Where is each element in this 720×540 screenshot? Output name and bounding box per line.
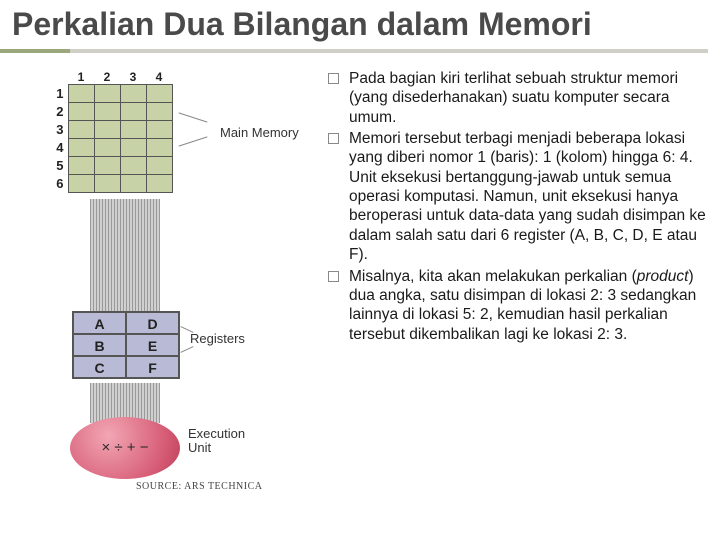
mem-row-6: 6 (52, 175, 68, 193)
mainmem-lead-line (178, 111, 220, 151)
reg-a: A (73, 312, 126, 334)
registers-label: Registers (190, 331, 245, 346)
list-item: Pada bagian kiri terlihat sebuah struktu… (328, 69, 712, 127)
mem-row-1: 1 (52, 85, 68, 103)
registers-block: A D B E C F (72, 311, 180, 379)
bullet-icon (328, 271, 339, 282)
reg-e: E (126, 334, 179, 356)
mem-row-5: 5 (52, 157, 68, 175)
main-memory-label: Main Memory (220, 125, 299, 140)
list-item: Memori tersebut terbagi menjadi beberapa… (328, 129, 712, 265)
mem-col-2: 2 (94, 69, 120, 85)
bullet-text-3: Misalnya, kita akan melakukan perkalian … (349, 267, 712, 345)
execution-unit: × ÷ + − (70, 417, 180, 479)
reg-f: F (126, 356, 179, 378)
mem-row-4: 4 (52, 139, 68, 157)
bullet-icon (328, 133, 339, 144)
mem-col-4: 4 (146, 69, 172, 85)
diagram-source: SOURCE: ARS TECHNICA (136, 481, 263, 492)
bullet-text-1: Pada bagian kiri terlihat sebuah struktu… (349, 69, 712, 127)
mem-row-2: 2 (52, 103, 68, 121)
title-underline (0, 49, 708, 53)
bullet-text-2: Memori tersebut terbagi menjadi beberapa… (349, 129, 712, 265)
bullet-icon (328, 73, 339, 84)
mem-col-1: 1 (68, 69, 94, 85)
main-memory-grid: 1 2 3 4 1 2 3 4 5 6 (52, 69, 173, 194)
content-row: 1 2 3 4 1 2 3 4 5 6 Main Memory A D (0, 53, 720, 489)
mem-row-3: 3 (52, 121, 68, 139)
slide-title: Perkalian Dua Bilangan dalam Memori (0, 0, 720, 47)
text-column: Pada bagian kiri terlihat sebuah struktu… (320, 69, 712, 489)
reg-d: D (126, 312, 179, 334)
diagram-column: 1 2 3 4 1 2 3 4 5 6 Main Memory A D (30, 69, 320, 489)
reg-b: B (73, 334, 126, 356)
mem-col-3: 3 (120, 69, 146, 85)
list-item: Misalnya, kita akan melakukan perkalian … (328, 267, 712, 345)
memory-diagram: 1 2 3 4 1 2 3 4 5 6 Main Memory A D (30, 69, 310, 489)
execution-unit-label: ExecutionUnit (188, 427, 245, 456)
bus-top (90, 199, 160, 311)
reg-c: C (73, 356, 126, 378)
